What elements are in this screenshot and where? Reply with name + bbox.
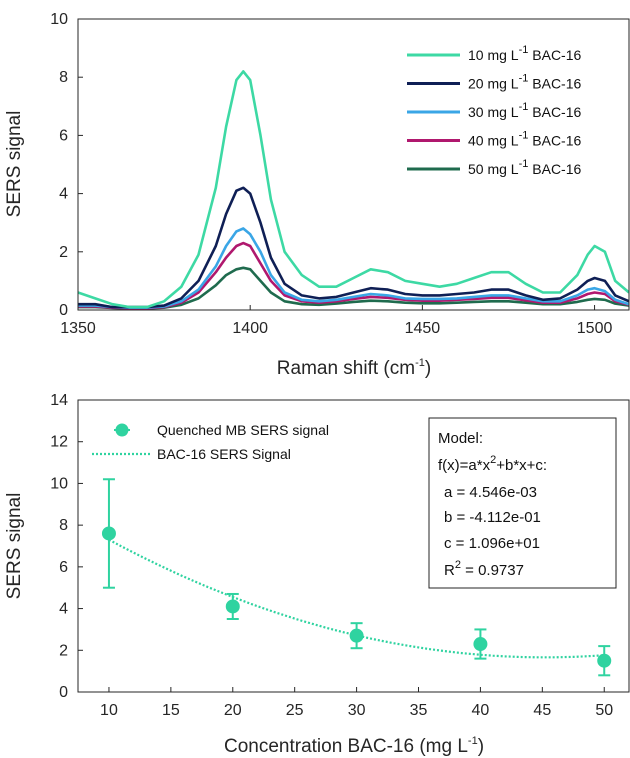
legend-label-points: Quenched MB SERS signal <box>157 422 329 438</box>
model-box-frame <box>428 417 617 589</box>
model-r-squared: R2 = 0.9737 <box>444 559 524 579</box>
data-point-4 <box>597 653 612 668</box>
bottom-y-tick-label-3: 6 <box>59 559 68 576</box>
legend-marker-sample <box>115 423 129 437</box>
bottom-y-tick-label-2: 4 <box>59 601 68 618</box>
top-legend-label-4: 40 mg L-1 BAC-16 <box>468 130 581 149</box>
bottom-x-tick-label-6: 40 <box>472 702 490 719</box>
top-legend-label-3: 30 mg L-1 BAC-16 <box>468 101 581 120</box>
top-plot-frame <box>77 18 630 311</box>
top-ticks: 1350 1400 1450 1500 0 2 4 6 8 10 <box>50 11 612 337</box>
fit-curve <box>108 538 605 659</box>
data-point-0 <box>101 526 116 541</box>
top-x-tick-label-0: 1350 <box>60 320 96 337</box>
top-x-tick-label-1: 1400 <box>232 320 268 337</box>
top-y-tick-label-1: 2 <box>59 244 68 261</box>
model-param-b: b = -4.112e-01 <box>444 509 541 526</box>
bottom-y-tick-label-1: 2 <box>59 642 68 659</box>
top-series-line-2 <box>78 186 629 309</box>
top-x-tick-label-3: 1500 <box>577 320 613 337</box>
legend-label-fit: BAC-16 SERS Signal <box>157 446 291 462</box>
bottom-y-tick-label-4: 8 <box>59 517 68 534</box>
top-y-tick-label-4: 8 <box>59 69 68 86</box>
top-legend-label-5: 50 mg L-1 BAC-16 <box>468 158 581 177</box>
bottom-x-tick-label-4: 30 <box>348 702 366 719</box>
top-y-tick-label-0: 0 <box>59 302 68 319</box>
data-point-2 <box>349 628 364 643</box>
bottom-x-tick-label-3: 25 <box>286 702 304 719</box>
top-y-tick-label-5: 10 <box>50 11 68 28</box>
data-point-3 <box>473 637 488 652</box>
top-series-line-5 <box>78 266 629 310</box>
bottom-y-tick-label-7: 14 <box>50 392 68 409</box>
top-x-axis-label: Raman shift (cm-1) <box>277 357 431 379</box>
top-y-tick-label-3: 6 <box>59 127 68 144</box>
bottom-y-axis-label: SERS signal <box>4 493 25 600</box>
bottom-ticks: 10 15 20 25 30 35 40 45 50 0 2 4 6 8 10 12 14 <box>50 392 613 719</box>
bottom-marks <box>101 478 612 677</box>
bottom-y-tick-label-6: 12 <box>50 434 68 451</box>
top-legend-label-1: 10 mg L-1 BAC-16 <box>468 44 581 63</box>
model-title: Model: <box>438 430 483 447</box>
bottom-chart: 10 15 20 25 30 35 40 45 50 0 2 4 6 8 10 12 14 SERS signa… <box>4 392 630 757</box>
bottom-x-tick-label-7: 45 <box>533 702 551 719</box>
top-y-axis-label: SERS signal <box>4 111 25 218</box>
top-legend-label-2: 20 mg L-1 BAC-16 <box>468 73 581 92</box>
top-x-tick-label-2: 1450 <box>405 320 441 337</box>
model-box: Model: f(x)=a*x2+b*x+c: a = 4.546e-03 b … <box>428 417 617 589</box>
top-y-tick-label-2: 4 <box>59 186 68 203</box>
bottom-x-tick-label-2: 20 <box>224 702 242 719</box>
bottom-x-tick-label-5: 35 <box>410 702 428 719</box>
bottom-y-tick-label-5: 10 <box>50 475 68 492</box>
bottom-y-tick-label-0: 0 <box>59 684 68 701</box>
bottom-x-tick-label-0: 10 <box>100 702 118 719</box>
model-param-a: a = 4.546e-03 <box>444 484 537 501</box>
bottom-x-tick-label-1: 15 <box>162 702 180 719</box>
model-param-c: c = 1.096e+01 <box>444 535 540 552</box>
model-formula: f(x)=a*x2+b*x+c: <box>438 454 547 474</box>
bottom-x-tick-label-8: 50 <box>595 702 613 719</box>
top-series-line-3 <box>78 227 629 309</box>
top-legend: 10 mg L-1 BAC-16 20 mg L-1 BAC-16 30 mg L-… <box>407 44 581 177</box>
top-series-line-1 <box>78 70 629 309</box>
bottom-plot-frame <box>77 399 630 693</box>
top-series-lines <box>78 70 629 310</box>
top-chart: 1350 1400 1450 1500 0 2 4 6 8 10 SERS signal Rama… <box>4 11 630 379</box>
bottom-legend: Quenched MB SERS signal BAC-16 SERS Sign… <box>92 422 329 462</box>
top-series-line-4 <box>78 241 629 310</box>
bottom-x-axis-label: Concentration BAC-16 (mg L-1) <box>224 735 484 757</box>
data-point-1 <box>225 599 240 614</box>
